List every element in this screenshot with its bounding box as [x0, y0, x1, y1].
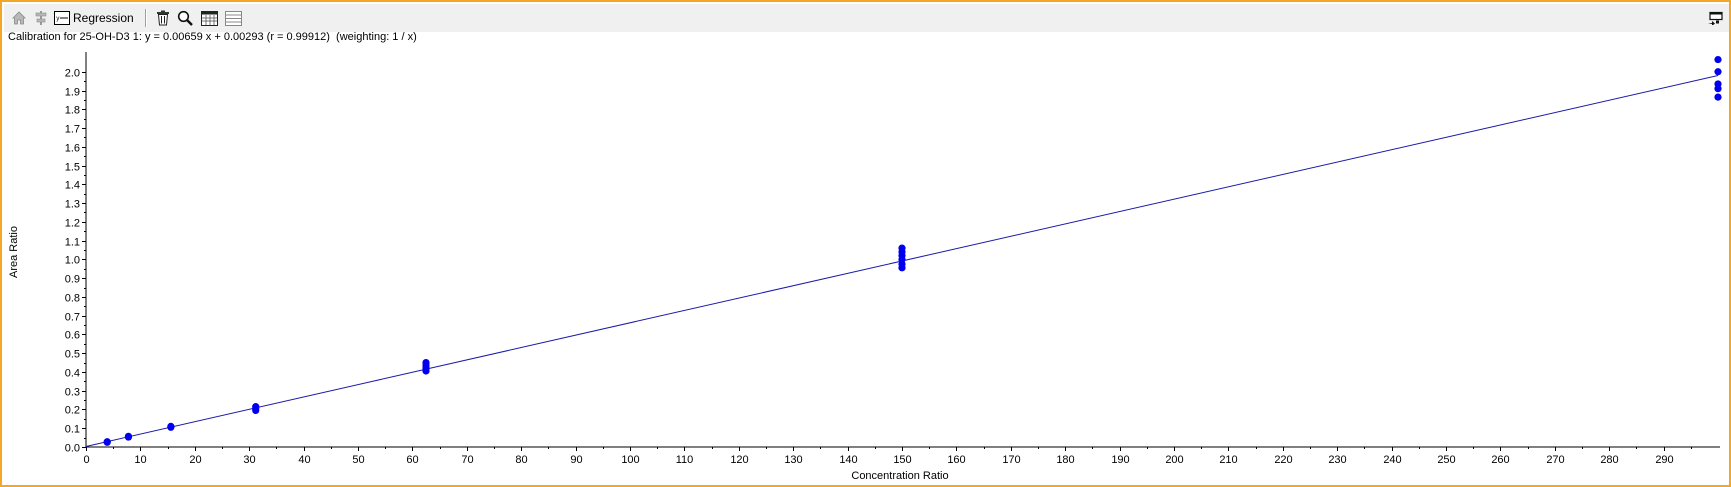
calibration-equation: Calibration for 25-OH-D3 1: y = 0.00659 … — [8, 31, 417, 43]
x-tick-label: 60 — [406, 454, 418, 466]
x-tick-label: 50 — [352, 454, 364, 466]
x-tick-label: 250 — [1437, 454, 1455, 466]
x-tick-label: 110 — [676, 454, 694, 466]
y-axis-label: Area Ratio — [8, 226, 20, 278]
x-axis-label: Concentration Ratio — [851, 470, 948, 482]
toolbar: y= Regression — [4, 4, 1729, 32]
y-tick-label: 1.3 — [65, 199, 80, 211]
calendar-icon — [200, 10, 218, 26]
y-tick-label: 0.5 — [65, 349, 80, 361]
x-tick-label: 90 — [570, 454, 582, 466]
svg-text:y=: y= — [56, 15, 64, 22]
y-tick-label: 1.9 — [65, 87, 80, 99]
y-tick-label: 0.1 — [65, 424, 80, 436]
regression-icon: y= — [54, 11, 70, 25]
list-button[interactable] — [223, 8, 243, 28]
y-tick-label: 1.2 — [65, 218, 80, 230]
data-point — [898, 244, 906, 252]
home-button[interactable] — [10, 8, 28, 28]
x-tick-label: 200 — [1165, 454, 1183, 466]
x-tick-label: 270 — [1546, 454, 1564, 466]
y-tick-label: 1.4 — [65, 180, 80, 192]
calendar-button[interactable] — [199, 8, 219, 28]
x-tick-label: 210 — [1219, 454, 1237, 466]
y-tick-label: 0.4 — [65, 368, 80, 380]
axes: 0.0 0.1 0.2 0.3 0.4 0.5 0.6 0.7 0.8 0.9 1.0 1.1 1.2 1… — [65, 52, 1720, 466]
x-tick-label: 10 — [134, 454, 146, 466]
y-tick-label: 0.3 — [65, 387, 80, 399]
dock-button[interactable] — [1706, 8, 1724, 28]
y-tick-label: 1.6 — [65, 143, 80, 155]
x-tick-label: 20 — [189, 454, 201, 466]
x-tick-label: 40 — [298, 454, 310, 466]
y-tick-label: 0.6 — [65, 330, 80, 342]
magnifier-icon — [177, 10, 193, 26]
data-point — [167, 422, 175, 430]
x-tick-label: 150 — [893, 454, 911, 466]
y-tick-label: 1.8 — [65, 105, 80, 117]
x-tick-label: 0 — [83, 454, 89, 466]
y-tick-label: 0.7 — [65, 312, 80, 324]
x-tick-label: 220 — [1274, 454, 1292, 466]
toolbar-separator — [145, 9, 147, 27]
y-tick-label: 1.7 — [65, 124, 80, 136]
y-tick-label: 1.1 — [65, 237, 80, 249]
x-tick-label: 130 — [784, 454, 802, 466]
data-point — [124, 432, 133, 440]
align-icon — [35, 11, 47, 25]
y-tick-label: 2.0 — [65, 68, 80, 80]
y-tick-label: 1.0 — [65, 255, 80, 267]
y-tick-label: 0.2 — [65, 405, 80, 417]
y-tick-label: 0.9 — [65, 274, 80, 286]
x-tick-label: 280 — [1600, 454, 1618, 466]
x-tick-label: 240 — [1383, 454, 1401, 466]
data-point — [103, 438, 111, 446]
list-icon — [224, 10, 242, 26]
x-tick-label: 260 — [1491, 454, 1509, 466]
regression-button[interactable]: y= Regression — [54, 8, 134, 28]
align-button[interactable] — [32, 8, 50, 28]
x-tick-label: 100 — [621, 454, 639, 466]
y-tick-label: 0.8 — [65, 293, 80, 305]
delete-button[interactable] — [154, 8, 172, 28]
x-tick-label: 190 — [1111, 454, 1129, 466]
x-tick-label: 160 — [947, 454, 965, 466]
data-points — [103, 55, 1722, 446]
regression-label: Regression — [73, 11, 134, 25]
x-tick-label: 140 — [839, 454, 857, 466]
x-tick-label: 180 — [1056, 454, 1074, 466]
zoom-button[interactable] — [176, 8, 194, 28]
x-tick-label: 170 — [1002, 454, 1020, 466]
x-tick-label: 120 — [730, 454, 748, 466]
data-point — [1714, 93, 1722, 101]
data-point — [1714, 68, 1722, 76]
y-tick-label: 0.0 — [65, 443, 80, 455]
x-tick-label: 80 — [515, 454, 527, 466]
home-icon — [12, 11, 26, 25]
data-point — [422, 358, 430, 367]
x-tick-label: 30 — [243, 454, 255, 466]
data-point — [1714, 80, 1722, 88]
x-tick-label: 290 — [1655, 454, 1673, 466]
dock-icon — [1708, 11, 1723, 25]
trash-icon — [157, 10, 169, 26]
data-point — [1714, 55, 1722, 64]
y-tick-label: 1.5 — [65, 162, 80, 174]
x-tick-label: 230 — [1328, 454, 1346, 466]
data-point — [252, 403, 260, 411]
x-tick-label: 70 — [461, 454, 473, 466]
